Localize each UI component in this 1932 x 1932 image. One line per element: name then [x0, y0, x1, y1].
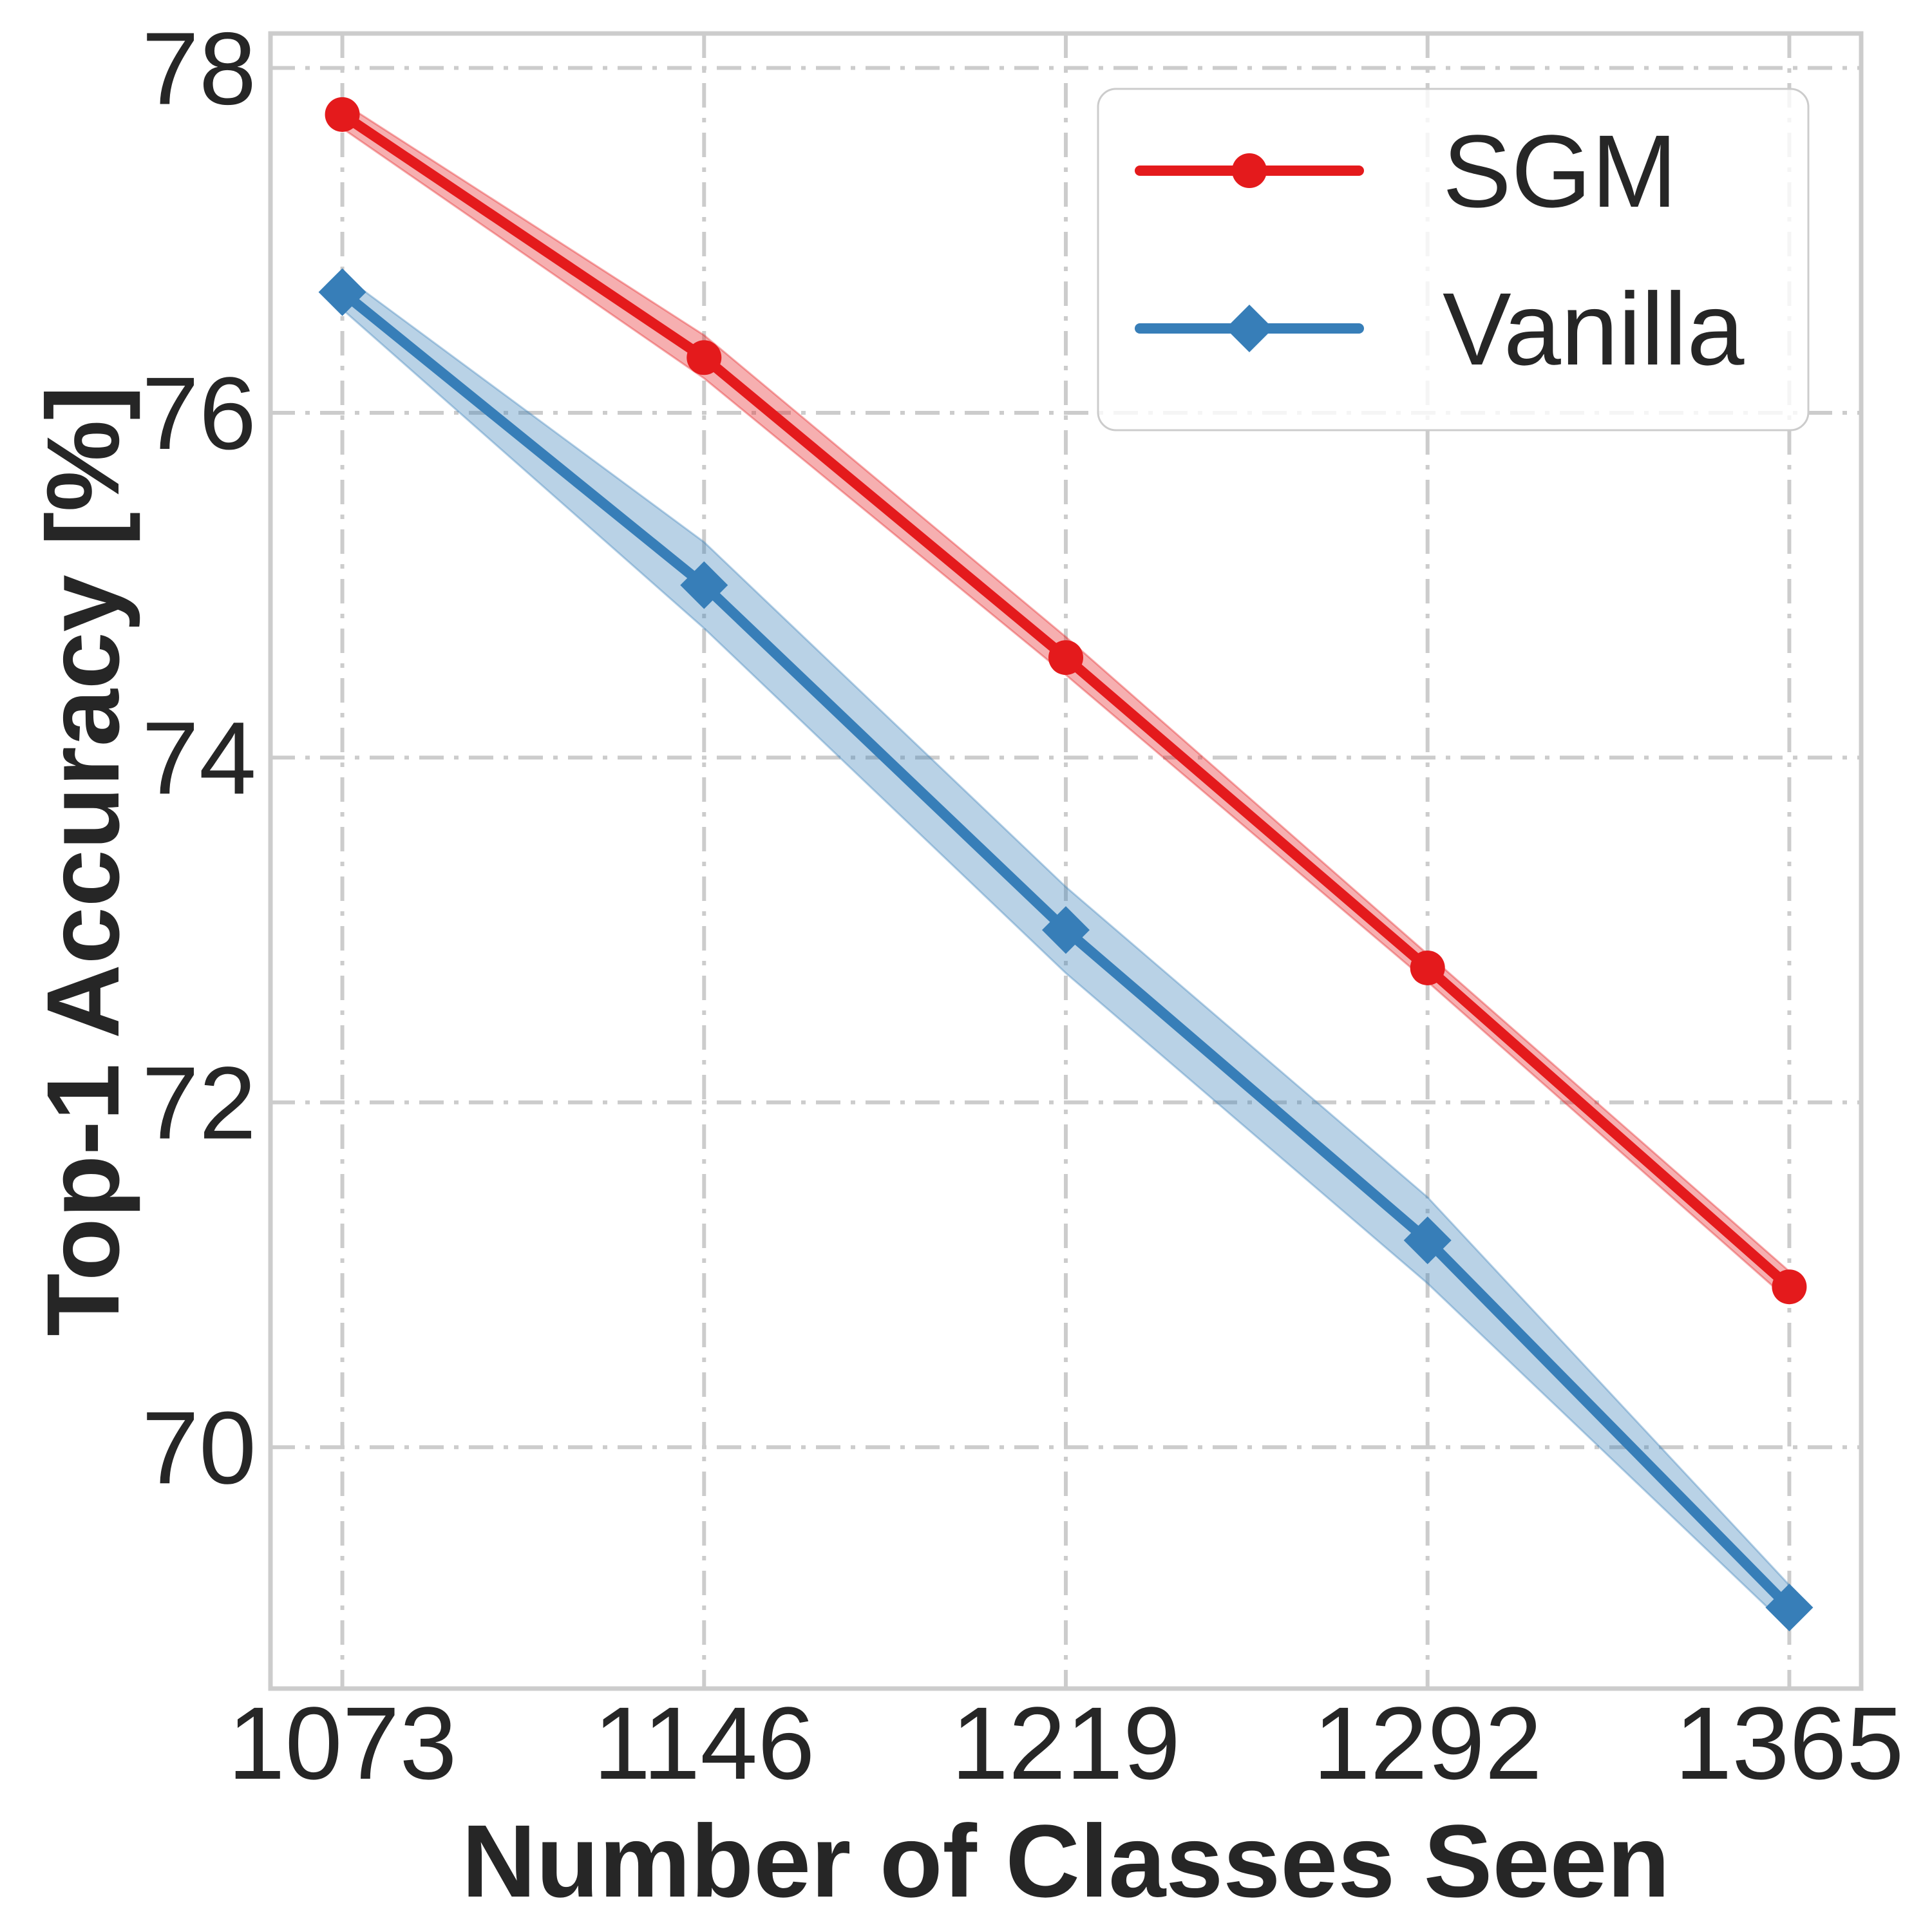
legend-label: Vanilla: [1443, 271, 1744, 386]
legend-label: SGM: [1443, 113, 1677, 229]
legend: SGM Vanilla: [1097, 88, 1810, 431]
data-point: [1772, 1269, 1807, 1305]
data-point: [1403, 1216, 1452, 1264]
data-point: [318, 268, 366, 316]
data-point: [1410, 950, 1445, 985]
y-tick-labels: 70 72 74 76 78: [142, 11, 256, 1506]
data-point: [1048, 640, 1083, 676]
x-tick-label: 1219: [951, 1685, 1180, 1801]
y-tick-label: 70: [142, 1390, 256, 1505]
y-axis-label: Top-1 Accuracy [%]: [25, 386, 140, 1336]
data-point: [1765, 1584, 1814, 1632]
y-tick-label: 76: [142, 355, 256, 471]
data-point: [1042, 906, 1090, 954]
x-tick-label: 1292: [1313, 1685, 1542, 1801]
legend-marker: [1226, 305, 1273, 352]
x-tick-labels: 1073 1146 1219 1292 1365: [228, 1685, 1904, 1801]
y-tick-label: 78: [142, 11, 256, 126]
data-point: [687, 340, 722, 375]
plot-frame: [268, 31, 1864, 1691]
data-point: [680, 561, 728, 609]
y-tick-label: 74: [142, 700, 256, 815]
x-tick-label: 1146: [593, 1685, 815, 1801]
y-tick-label: 72: [142, 1045, 256, 1160]
x-axis-label: Number of Classes Seen: [462, 1803, 1670, 1918]
legend-marker: [1232, 153, 1267, 188]
x-tick-label: 1365: [1674, 1685, 1904, 1801]
x-tick-label: 1073: [228, 1685, 457, 1801]
series-markers: [318, 97, 1814, 1632]
data-point: [325, 97, 360, 132]
